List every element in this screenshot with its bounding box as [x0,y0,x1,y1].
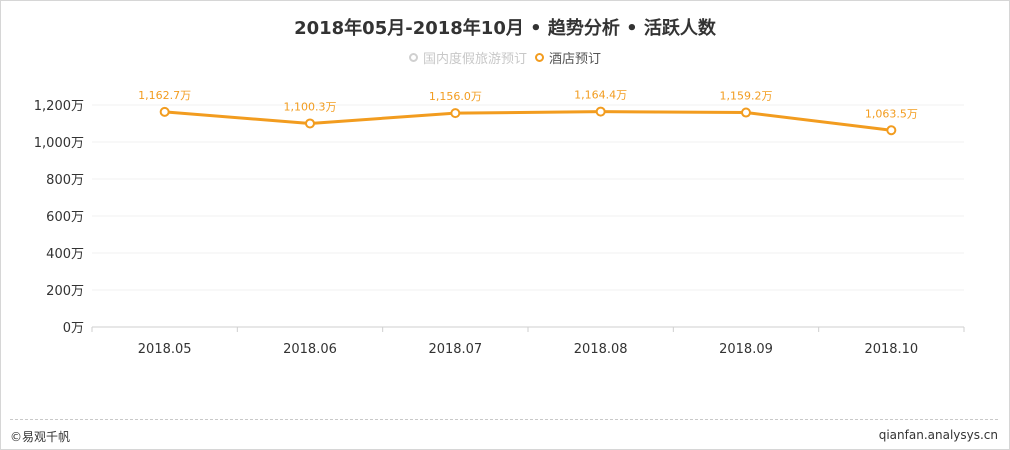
data-label: 1,063.5万 [865,107,918,120]
y-tick-label: 1,000万 [34,136,84,151]
x-tick-label: 2018.09 [719,342,773,357]
data-point [159,106,170,117]
data-point [305,118,315,129]
data-label: 1,162.7万 [138,89,191,102]
y-tick-label: 400万 [46,247,84,262]
data-point [595,106,606,117]
y-tick-label: 800万 [46,173,84,188]
data-label: 1,156.0万 [429,90,482,103]
site-url: qianfan.analysys.cn [878,428,998,442]
series-line [164,110,892,132]
legend-label: 国内度假旅游预订 [422,52,527,67]
y-tick-label: 1,200万 [34,99,84,114]
brand-label: ©易观千帆 [10,430,71,444]
legend-circle-icon [408,53,418,62]
x-tick-label: 2018.07 [428,342,482,357]
legend-label: 酒店预订 [549,52,602,67]
x-tick-label: 2018.06 [283,342,337,357]
y-tick-label: 600万 [46,210,84,225]
legend-circle-icon [535,53,544,62]
x-tick-label: 2018.10 [864,342,918,357]
data-point [886,125,897,136]
line-chart: 0万 200万 400万 600万 800万 1,000万 1,200万 2018.05 201… [34,89,965,357]
data-label: 1,159.2万 [720,90,773,103]
legend-item-domestic-travel[interactable]: 国内度假旅游预订 [408,48,527,67]
data-label: 1,164.4万 [574,89,627,102]
y-tick-label: 0万 [63,321,84,336]
x-tick-label: 2018.05 [138,342,192,357]
chart-title: 2018年05月-2018年10月 • 趋势分析 • 活跃人数 [294,18,716,39]
data-point [450,108,461,119]
data-label: 1,100.3万 [284,100,337,113]
data-point [741,107,751,118]
legend-item-hotel[interactable]: 酒店预订 [535,48,601,67]
footer-divider [10,419,998,420]
legend: 国内度假旅游预订 酒店预订 [0,48,1010,67]
y-tick-label: 200万 [46,284,84,299]
x-tick-label: 2018.08 [574,342,628,357]
